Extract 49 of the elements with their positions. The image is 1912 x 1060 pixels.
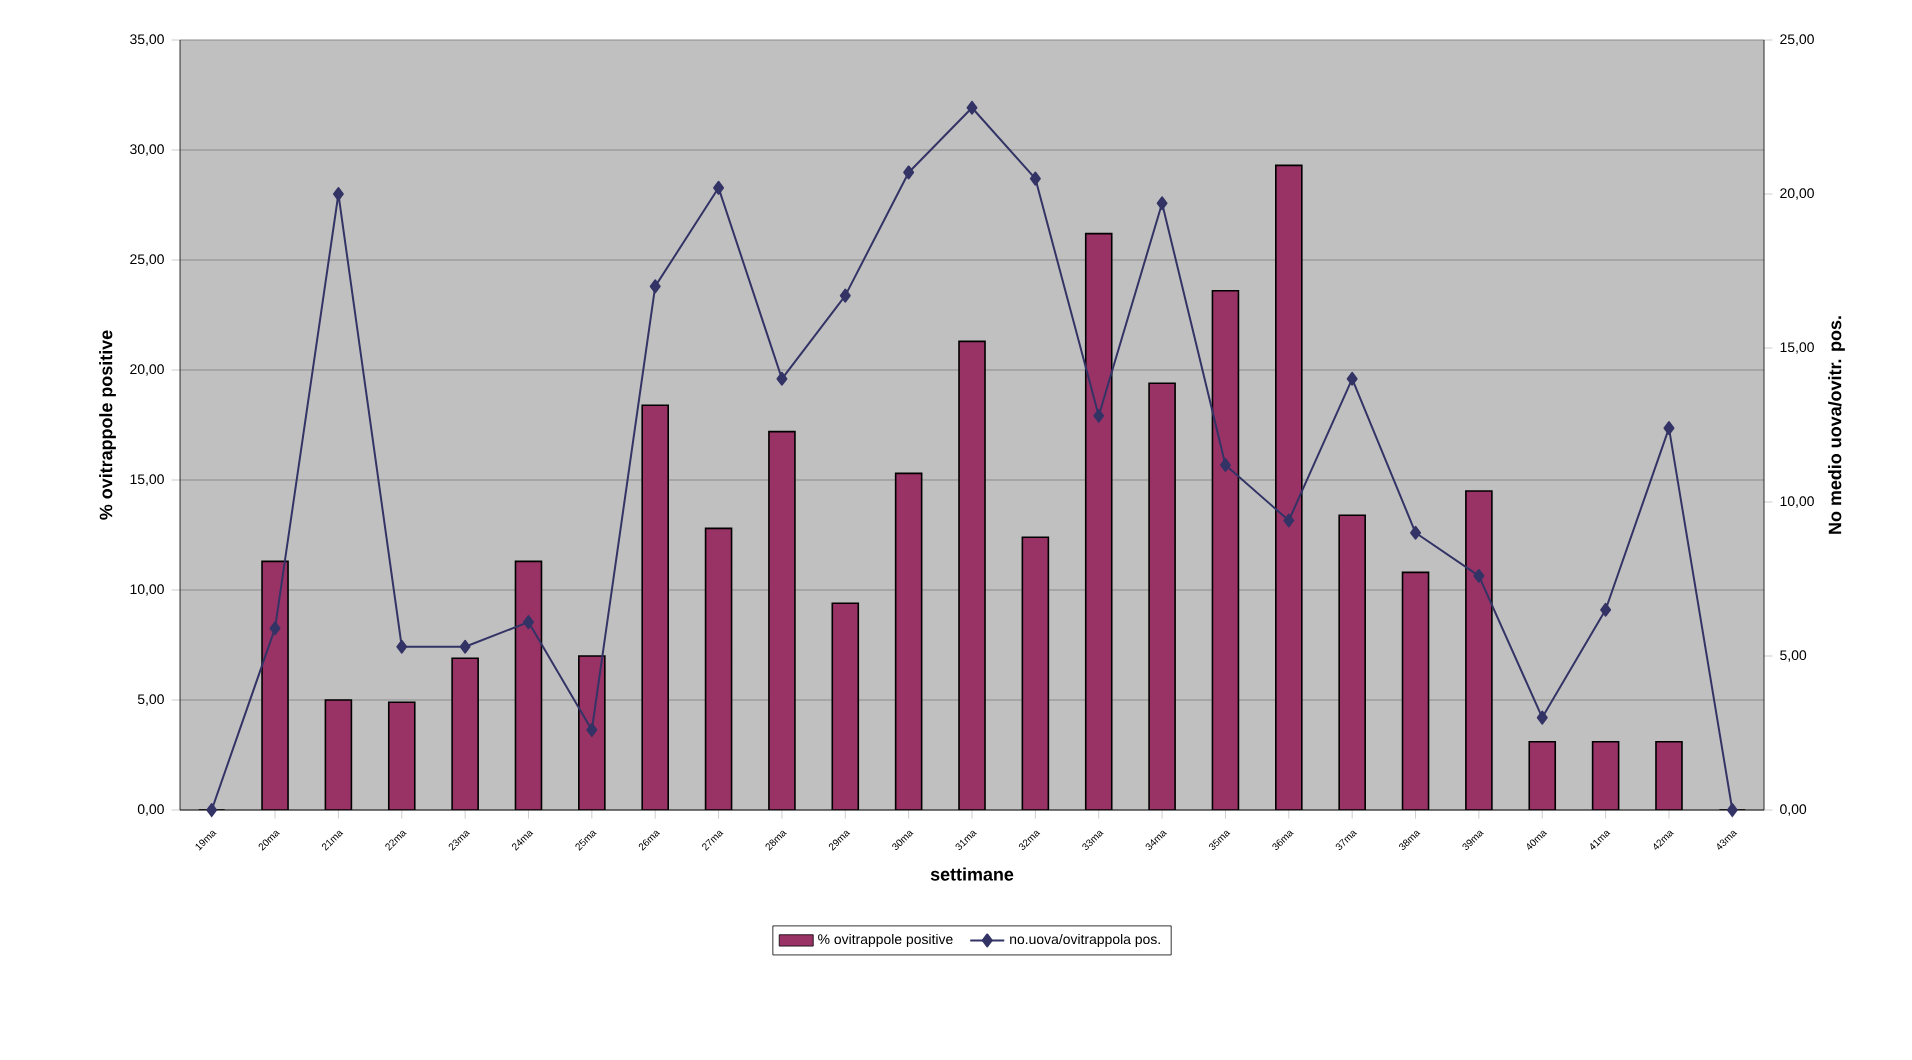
bar [261, 560, 289, 810]
point [839, 288, 851, 303]
point [1156, 196, 1168, 211]
bar [1084, 232, 1113, 810]
bar [578, 655, 606, 810]
point [269, 621, 281, 636]
y2-axis-title: No medio uova/ovitr. pos. [1828, 316, 1845, 534]
bar [641, 404, 669, 810]
bar [324, 699, 353, 810]
bar [1338, 514, 1366, 810]
point [903, 165, 915, 180]
bar [958, 340, 986, 810]
bar [704, 527, 733, 810]
x-axis-title: settimane [930, 867, 1014, 881]
point [396, 639, 408, 654]
bar [1401, 571, 1430, 810]
point [1410, 525, 1422, 540]
bar [1211, 290, 1240, 810]
point [1726, 803, 1738, 817]
point [459, 639, 471, 654]
bar [831, 602, 860, 810]
point [1473, 568, 1485, 583]
point [1283, 513, 1295, 528]
point [1536, 710, 1548, 725]
point [966, 100, 978, 115]
point [649, 279, 661, 294]
point [206, 803, 218, 817]
point [586, 722, 598, 737]
bar [1465, 490, 1493, 810]
point [1029, 171, 1041, 186]
y-axis-title: % ovitrappole positive [99, 330, 116, 520]
point [1600, 602, 1612, 617]
point [776, 371, 788, 386]
bar [894, 472, 923, 810]
bar [1591, 741, 1620, 810]
bar [387, 701, 416, 810]
bar [1021, 536, 1050, 810]
point [1219, 458, 1231, 473]
bar [1148, 382, 1176, 810]
point [1346, 371, 1358, 386]
point [1663, 421, 1675, 436]
point [1093, 408, 1105, 423]
bar [1275, 164, 1303, 810]
bar [451, 657, 479, 810]
point [523, 615, 534, 630]
bar [768, 430, 796, 810]
point [332, 187, 344, 201]
point [713, 180, 725, 195]
bar [514, 560, 543, 810]
